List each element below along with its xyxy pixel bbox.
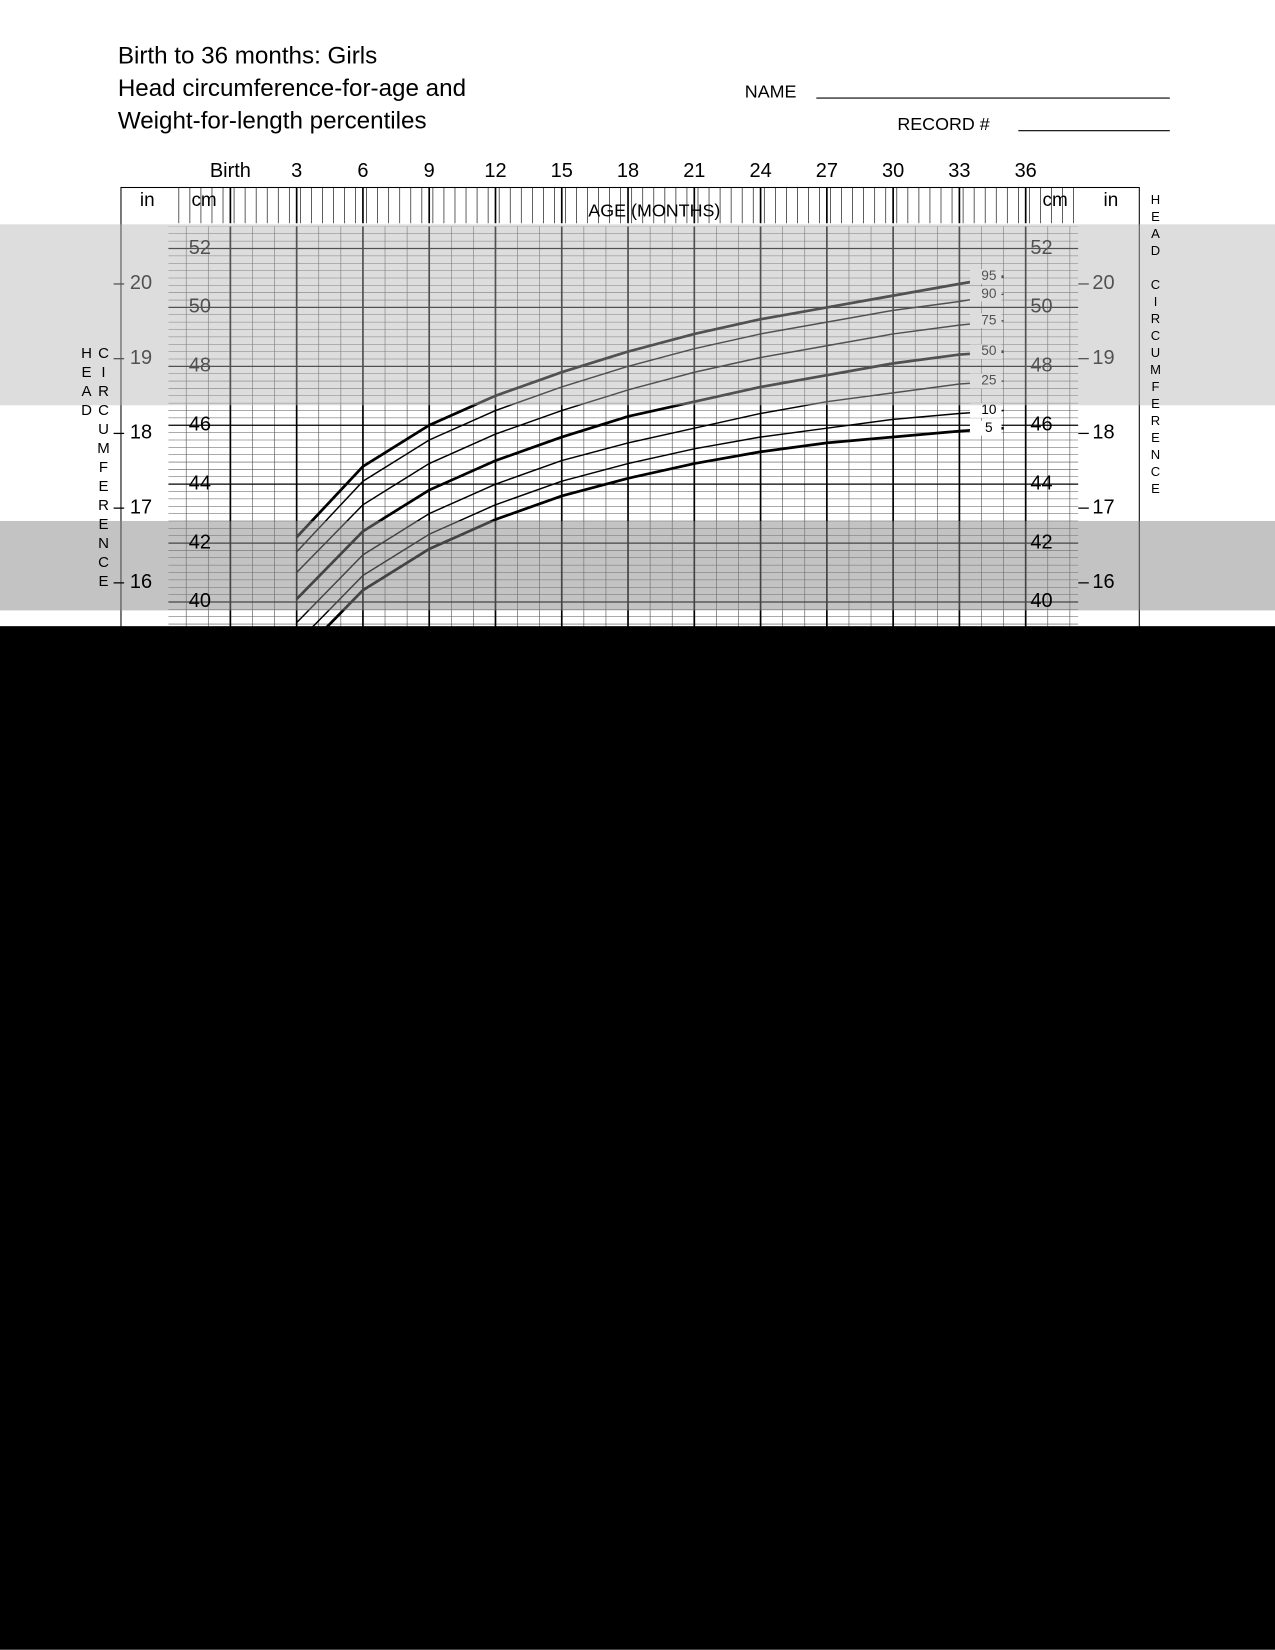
x-tick-label: 33 [948,160,970,182]
y2-tick-label: 16 [1092,571,1114,593]
scan-band [0,224,1275,406]
y-tick-label: 50 [189,296,211,318]
percentile-label: 25 [981,373,997,388]
percentile-label: 5 [985,420,993,435]
y-axis-title-right: HEAD CIRCUMFERENCE [1148,192,1163,498]
y2-tick-label: 19 [1092,347,1114,369]
label-bg [969,403,1002,418]
y-tick-label: 40 [189,590,211,612]
x-tick-label: 15 [551,160,573,182]
y-unit-right: cm [1043,190,1068,211]
percentile-label: 75 [981,312,997,327]
y2-tick-label: 19 [130,347,152,369]
percentile-line [295,350,1004,600]
y2-tick-label: 20 [130,272,152,294]
y-tick-label: 52 [189,237,211,259]
y-axis-title: HEAD CIRCUMFERENCE [78,345,112,592]
percentile-line [296,319,1004,574]
y-tick-label: 52 [1030,237,1052,259]
title-line: Birth to 36 months: Girls [118,42,377,69]
y-tick-label: 48 [189,355,211,377]
y-tick-label: 44 [1030,472,1052,494]
y-tick-label: 46 [1030,414,1052,436]
y-tick-label: 50 [1030,296,1052,318]
y2-unit-left: in [140,190,155,211]
percentile-label: 10 [981,402,997,417]
scan-band [0,520,1275,611]
x-tick-label: 18 [617,160,639,182]
y-tick-label: 40 [1030,590,1052,612]
x-axis-label: AGE (MONTHS) [588,200,720,220]
x-tick-label: 6 [357,160,368,182]
x-tick-label: Birth [210,160,251,182]
y-tick-label: 46 [189,414,211,436]
y2-unit-right: in [1104,190,1119,211]
record-label: RECORD # [897,114,989,134]
y2-tick-label: 20 [1092,272,1114,294]
y-tick-label: 48 [1030,355,1052,377]
y-unit-left: cm [191,190,216,211]
x-tick-label: 27 [816,160,838,182]
label-bg [969,344,1002,359]
scan-black [0,626,1275,1650]
title-line: Weight-for-length percentiles [118,108,427,135]
y2-tick-label: 17 [1092,496,1114,518]
y2-tick-label: 17 [130,496,152,518]
y-tick-label: 42 [189,531,211,553]
label-bg [969,286,1002,302]
y2-tick-label: 18 [130,422,152,444]
x-tick-label: 3 [291,160,302,182]
name-label: NAME [745,82,797,102]
percentile-label: 50 [981,343,997,358]
x-tick-label: 36 [1015,160,1037,182]
y2-tick-label: 18 [1092,422,1114,444]
x-tick-label: 12 [484,160,506,182]
label-bg [969,313,1002,329]
percentile-label: 90 [981,286,997,301]
percentile-label: 95 [981,268,997,283]
x-tick-label: 24 [749,160,771,182]
y-tick-label: 44 [189,472,211,494]
y2-tick-label: 16 [130,571,152,593]
label-bg [969,269,1002,284]
percentile-line [296,293,1004,553]
x-tick-label: 30 [882,160,904,182]
label-bg [969,420,1002,436]
x-tick-label: 21 [683,160,705,182]
label-bg [969,373,1002,389]
percentile-line [296,380,1004,624]
x-tick-label: 9 [424,160,435,182]
percentile-line [295,275,1004,539]
title-line: Head circumference-for-age and [118,75,466,102]
y-tick-label: 42 [1030,531,1052,553]
